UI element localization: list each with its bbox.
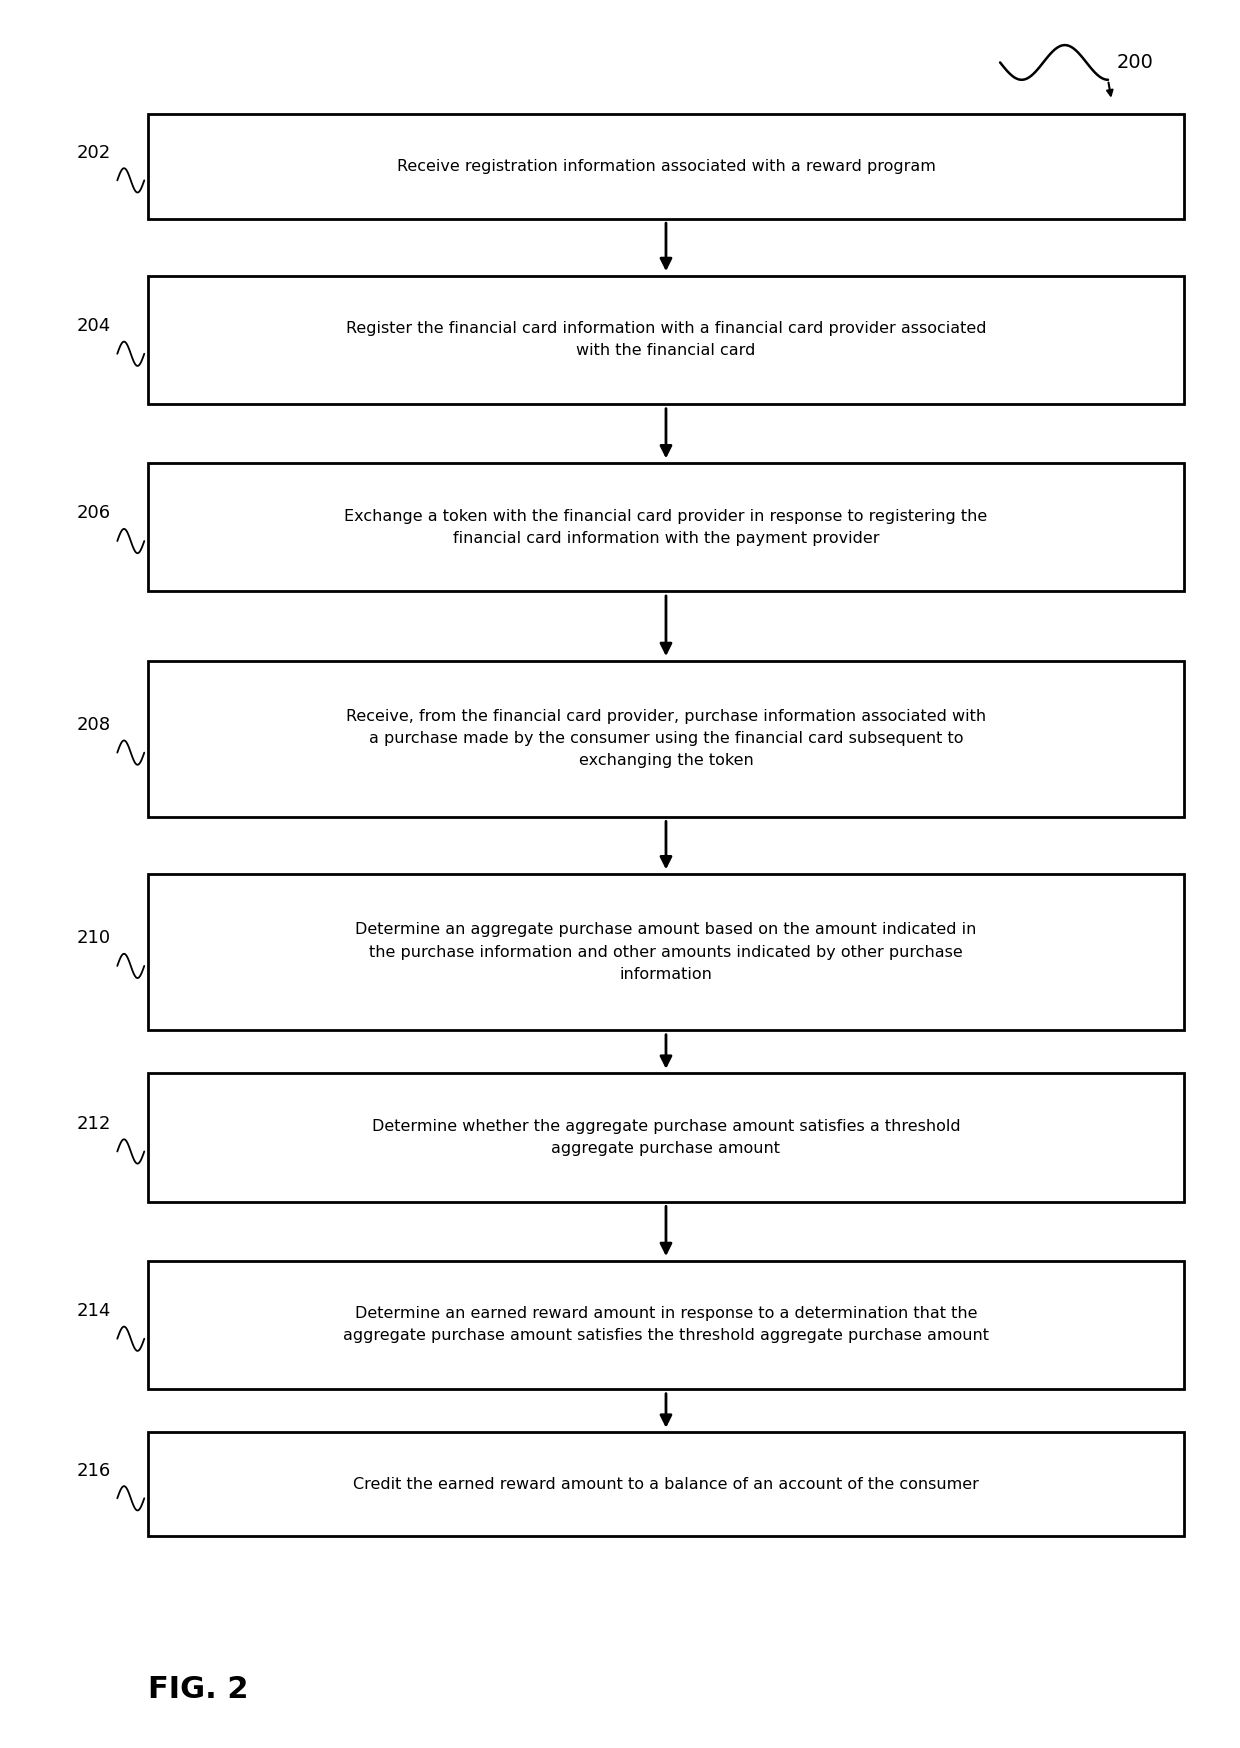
- Text: Exchange a token with the financial card provider in response to registering the: Exchange a token with the financial card…: [345, 509, 987, 545]
- Text: 206: 206: [77, 505, 112, 523]
- Text: 214: 214: [77, 1302, 112, 1320]
- Text: 212: 212: [77, 1115, 112, 1133]
- Text: Receive registration information associated with a reward program: Receive registration information associa…: [397, 159, 935, 175]
- Text: Determine an earned reward amount in response to a determination that the
aggreg: Determine an earned reward amount in res…: [343, 1306, 990, 1344]
- Bar: [148, 463, 1184, 591]
- Bar: [148, 1432, 1184, 1536]
- Text: 202: 202: [77, 143, 112, 161]
- Bar: [148, 661, 1184, 816]
- Text: Credit the earned reward amount to a balance of an account of the consumer: Credit the earned reward amount to a bal…: [353, 1477, 978, 1491]
- Text: Receive, from the financial card provider, purchase information associated with
: Receive, from the financial card provide…: [346, 710, 986, 769]
- Text: Register the financial card information with a financial card provider associate: Register the financial card information …: [346, 322, 986, 358]
- Text: FIG. 2: FIG. 2: [148, 1675, 248, 1704]
- Bar: [148, 1073, 1184, 1201]
- Bar: [148, 276, 1184, 404]
- Text: 208: 208: [77, 717, 112, 734]
- Text: 216: 216: [77, 1461, 112, 1479]
- Bar: [148, 114, 1184, 218]
- Text: Determine whether the aggregate purchase amount satisfies a threshold
aggregate : Determine whether the aggregate purchase…: [372, 1119, 960, 1155]
- Bar: [148, 874, 1184, 1030]
- Text: 204: 204: [77, 316, 112, 336]
- Text: Determine an aggregate purchase amount based on the amount indicated in
the purc: Determine an aggregate purchase amount b…: [356, 923, 977, 982]
- Text: 210: 210: [77, 930, 112, 947]
- Bar: [148, 1260, 1184, 1390]
- Text: 200: 200: [1116, 52, 1153, 72]
